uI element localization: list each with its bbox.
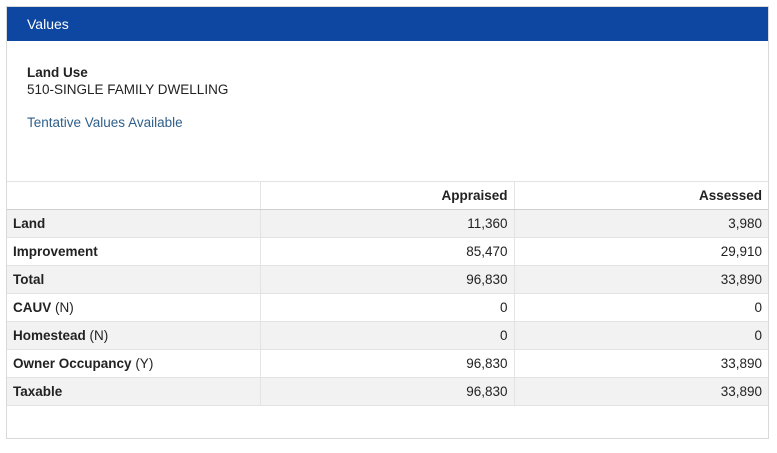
assessed-value: 0	[513, 321, 768, 350]
table-row: Land 11,360 3,980	[7, 209, 768, 238]
assessed-value: 3,980	[513, 209, 768, 238]
row-label-text: Homestead	[13, 328, 86, 343]
table-header-row: Appraised Assessed	[7, 181, 768, 210]
row-label-text: Land	[13, 216, 46, 231]
row-flag: (Y)	[135, 356, 154, 371]
appraised-value: 96,830	[259, 377, 514, 406]
table-row: Homestead (N) 0 0	[7, 321, 768, 350]
assessed-value: 33,890	[513, 349, 768, 378]
appraised-value: 11,360	[259, 209, 514, 238]
header-assessed: Assessed	[513, 181, 768, 210]
row-label-text: Owner Occupancy	[13, 356, 132, 371]
row-label: Total	[7, 265, 260, 294]
table-row: Owner Occupancy (Y) 96,830 33,890	[7, 349, 768, 378]
header-appraised: Appraised	[259, 181, 514, 210]
assessed-value: 29,910	[513, 237, 768, 266]
land-use-section: Land Use 510-SINGLE FAMILY DWELLING Tent…	[7, 41, 768, 156]
row-label: Land	[7, 209, 260, 238]
table-row: CAUV (N) 0 0	[7, 293, 768, 322]
appraised-value: 96,830	[259, 265, 514, 294]
appraised-value: 85,470	[259, 237, 514, 266]
appraised-value: 96,830	[259, 349, 514, 378]
row-label-text: Total	[13, 272, 45, 287]
row-label-text: CAUV	[13, 300, 52, 315]
appraised-value: 0	[259, 321, 514, 350]
row-label: Improvement	[7, 237, 260, 266]
row-label: Homestead (N)	[7, 321, 260, 350]
tentative-values-link[interactable]: Tentative Values Available	[27, 115, 183, 130]
row-label: CAUV (N)	[7, 293, 260, 322]
row-label-text: Improvement	[13, 244, 98, 259]
row-flag: (N)	[89, 328, 109, 343]
land-use-value: 510-SINGLE FAMILY DWELLING	[27, 82, 229, 97]
assessed-value: 0	[513, 293, 768, 322]
row-label-text: Taxable	[13, 384, 63, 399]
row-label: Owner Occupancy (Y)	[7, 349, 260, 378]
header-blank	[7, 181, 260, 210]
table-row: Taxable 96,830 33,890	[7, 377, 768, 406]
values-panel: Values Land Use 510-SINGLE FAMILY DWELLI…	[6, 6, 769, 439]
row-flag: (N)	[55, 300, 74, 315]
row-label: Taxable	[7, 377, 260, 406]
appraised-value: 0	[259, 293, 514, 322]
assessed-value: 33,890	[513, 377, 768, 406]
panel-title: Values	[7, 7, 768, 41]
assessed-value: 33,890	[513, 265, 768, 294]
land-use-label: Land Use	[27, 65, 88, 80]
table-row: Improvement 85,470 29,910	[7, 237, 768, 266]
table-row: Total 96,830 33,890	[7, 265, 768, 294]
values-table: Appraised Assessed Land 11,360 3,980 Imp…	[7, 181, 768, 406]
